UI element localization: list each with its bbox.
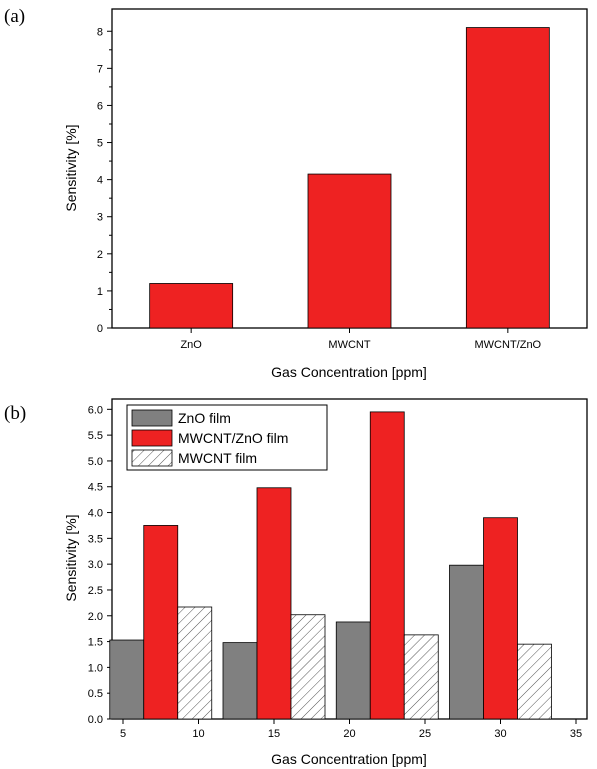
x-tick-label: 25 bbox=[419, 728, 431, 740]
y-tick-label: 2.5 bbox=[88, 585, 103, 597]
y-tick-label: 2.0 bbox=[88, 611, 103, 623]
x-tick-label: 10 bbox=[192, 728, 204, 740]
x-tick-label: 15 bbox=[268, 728, 280, 740]
y-tick-label: 1.0 bbox=[88, 662, 103, 674]
bar bbox=[222, 642, 258, 720]
legend-swatch-zno bbox=[131, 409, 173, 427]
bars-a bbox=[149, 27, 550, 329]
y-tick-label: 1 bbox=[97, 286, 103, 298]
y-tick-label: 3.5 bbox=[88, 533, 103, 545]
x-axis-title-a: Gas Concentration [ppm] bbox=[271, 364, 427, 380]
bar bbox=[149, 283, 234, 329]
x-axis-title-b: Gas Concentration [ppm] bbox=[271, 751, 427, 767]
bar bbox=[335, 621, 371, 720]
x-ticks-a: ZnO MWCNT MWCNT/ZnO bbox=[180, 328, 542, 351]
x-tick-label: ZnO bbox=[180, 339, 202, 351]
x-tick-label: MWCNT/ZnO bbox=[475, 339, 542, 351]
y-tick-label: 3 bbox=[97, 212, 103, 224]
bar bbox=[256, 487, 292, 720]
y-tick-label: 6 bbox=[97, 100, 103, 112]
legend-b: ZnO film MWCNT/ZnO film MWCNT film bbox=[126, 404, 328, 471]
x-tick-label: 20 bbox=[343, 728, 355, 740]
y-tick-label: 7 bbox=[97, 63, 103, 75]
bar bbox=[465, 27, 550, 329]
legend-swatch-mwcnt bbox=[131, 449, 173, 467]
x-tick-label: 30 bbox=[494, 728, 506, 740]
legend-label-mwcnt: MWCNT film bbox=[178, 450, 257, 466]
bar bbox=[517, 643, 552, 720]
y-tick-label: 1.5 bbox=[88, 637, 103, 649]
y-tick-label: 4.0 bbox=[88, 508, 103, 520]
y-axis-title-a: Sensitivity [%] bbox=[63, 124, 79, 211]
bar bbox=[307, 173, 392, 329]
x-tick-label: MWCNT bbox=[328, 339, 370, 351]
bar bbox=[449, 564, 484, 720]
y-axis-title-b: Sensitivity [%] bbox=[63, 514, 79, 601]
x-ticks-b: 5 10 15 20 25 30 35 bbox=[120, 719, 582, 740]
y-tick-label: 0.0 bbox=[88, 714, 103, 726]
bar bbox=[290, 614, 326, 720]
chart-a: (a) 0 1 2 3 4 5 6 7 8 ZnO MWCNT MWCNT/ZnO Gas Conc… bbox=[4, 6, 588, 380]
panel-label-a: (a) bbox=[4, 6, 25, 27]
x-tick-label: 35 bbox=[570, 728, 582, 740]
y-ticks-b: 0.0 0.5 1.0 1.5 2.0 2.5 3.0 3.5 4.0 4.5 5.0 5.5 6.0 bbox=[88, 404, 112, 726]
y-tick-label: 0 bbox=[97, 323, 103, 335]
y-tick-label: 0.5 bbox=[88, 688, 103, 700]
chart-b: (b) 0.0 0.5 1.0 1.5 2.0 2.5 3.0 3.5 4.0 4.5 5.0 5.5… bbox=[4, 398, 588, 767]
legend-label-mwcnt-zno: MWCNT/ZnO film bbox=[178, 430, 288, 446]
bar bbox=[403, 634, 439, 720]
bars-b bbox=[109, 411, 552, 720]
y-tick-label: 4.5 bbox=[88, 482, 103, 494]
y-ticks-a: 0 1 2 3 4 5 6 7 8 bbox=[97, 26, 112, 335]
y-tick-label: 6.0 bbox=[88, 404, 103, 416]
y-tick-label: 3.0 bbox=[88, 559, 103, 571]
legend-swatch-mwcnt-zno bbox=[131, 429, 173, 447]
y-tick-label: 8 bbox=[97, 26, 103, 38]
bar bbox=[177, 606, 213, 720]
bar bbox=[369, 411, 405, 720]
legend-label-zno: ZnO film bbox=[178, 410, 231, 426]
y-tick-label: 5.0 bbox=[88, 456, 103, 468]
bar bbox=[109, 639, 145, 720]
y-tick-label: 5.5 bbox=[88, 430, 103, 442]
bar bbox=[483, 517, 518, 720]
panel-label-b: (b) bbox=[4, 403, 26, 424]
bar bbox=[143, 525, 179, 720]
y-tick-label: 2 bbox=[97, 249, 103, 261]
x-tick-label: 5 bbox=[120, 728, 126, 740]
y-tick-label: 5 bbox=[97, 138, 103, 150]
y-tick-label: 4 bbox=[97, 175, 103, 187]
